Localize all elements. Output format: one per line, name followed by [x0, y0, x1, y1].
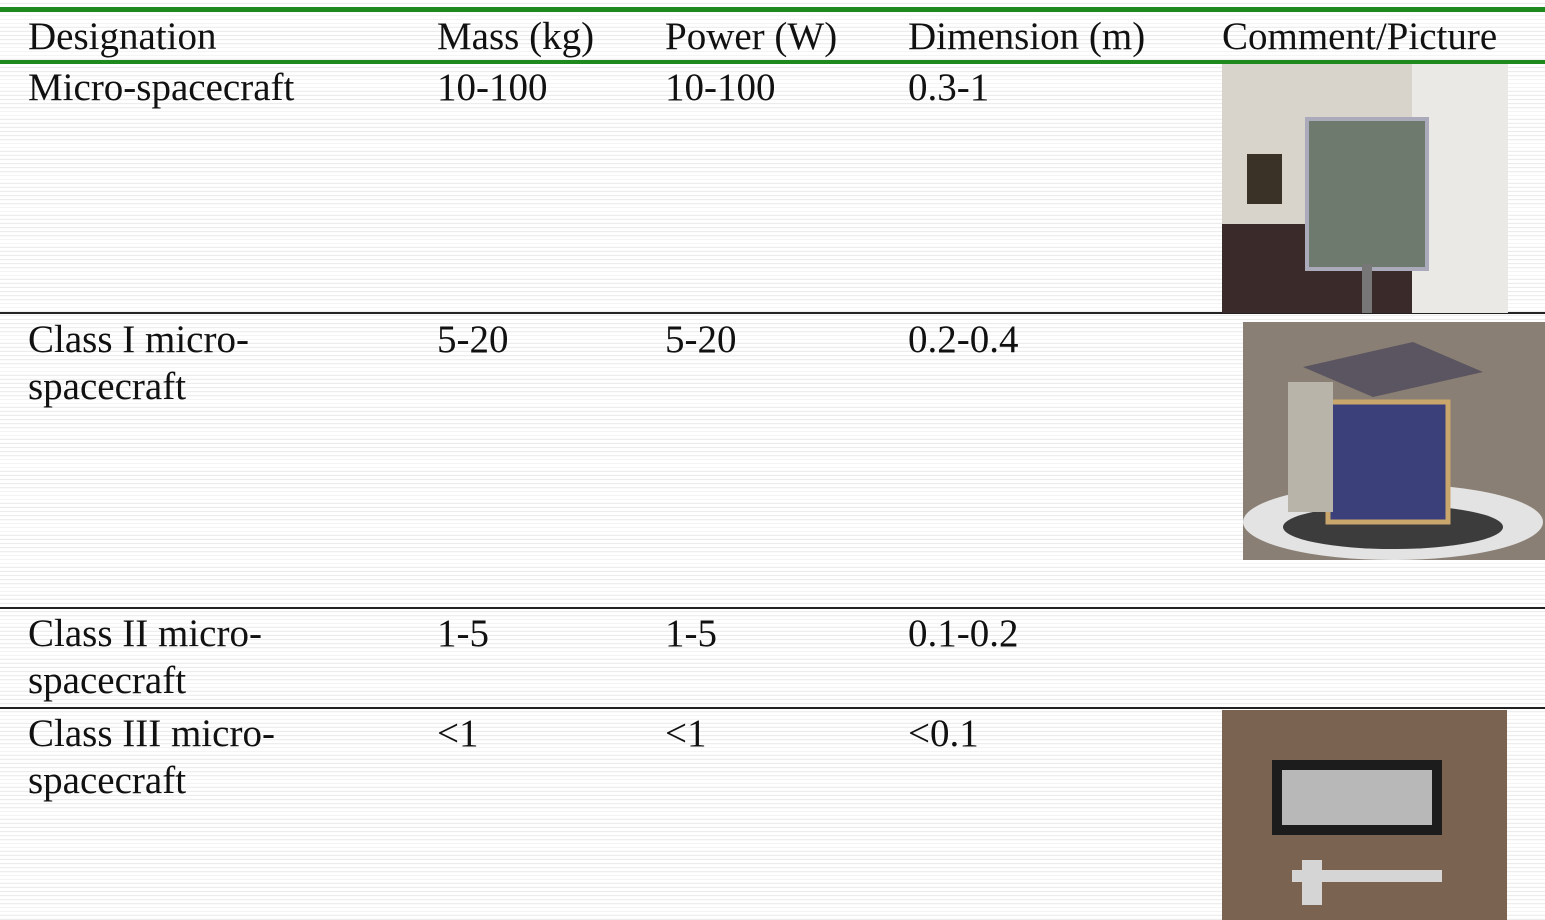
table-cell: 5-20: [665, 316, 895, 363]
table-cell: Comment/Picture: [1222, 13, 1545, 60]
table-cell: 10-100: [437, 64, 657, 111]
table-cell: Class III micro-spacecraft: [28, 710, 388, 804]
table-cell: Designation: [28, 13, 428, 60]
table-cell: Dimension (m): [908, 13, 1248, 60]
table-cell: 1-5: [437, 610, 657, 657]
table-cell: 1-5: [665, 610, 895, 657]
table-cell: <0.1: [908, 710, 1208, 757]
photo: [1222, 710, 1507, 920]
table-cell: 0.2-0.4: [908, 316, 1208, 363]
photo: [1222, 64, 1508, 313]
table-cell: Power (W): [665, 13, 935, 60]
table-cell: 10-100: [665, 64, 895, 111]
table-cell: 0.3-1: [908, 64, 1208, 111]
table-cell: Micro-spacecraft: [28, 64, 388, 111]
table-cell: Mass (kg): [437, 13, 697, 60]
row-rule: [0, 707, 1545, 709]
table-cell: 5-20: [437, 316, 657, 363]
table-cell: <1: [665, 710, 895, 757]
top-rule: [0, 7, 1545, 12]
table-cell: Class II micro-spacecraft: [28, 610, 388, 704]
photo: [1243, 322, 1545, 560]
table-cell: Class I micro-spacecraft: [28, 316, 388, 410]
table-cell: 0.1-0.2: [908, 610, 1208, 657]
table-cell: <1: [437, 710, 657, 757]
row-rule: [0, 607, 1545, 609]
page: (() => { const data = JSON.parse(documen…: [0, 0, 1545, 920]
